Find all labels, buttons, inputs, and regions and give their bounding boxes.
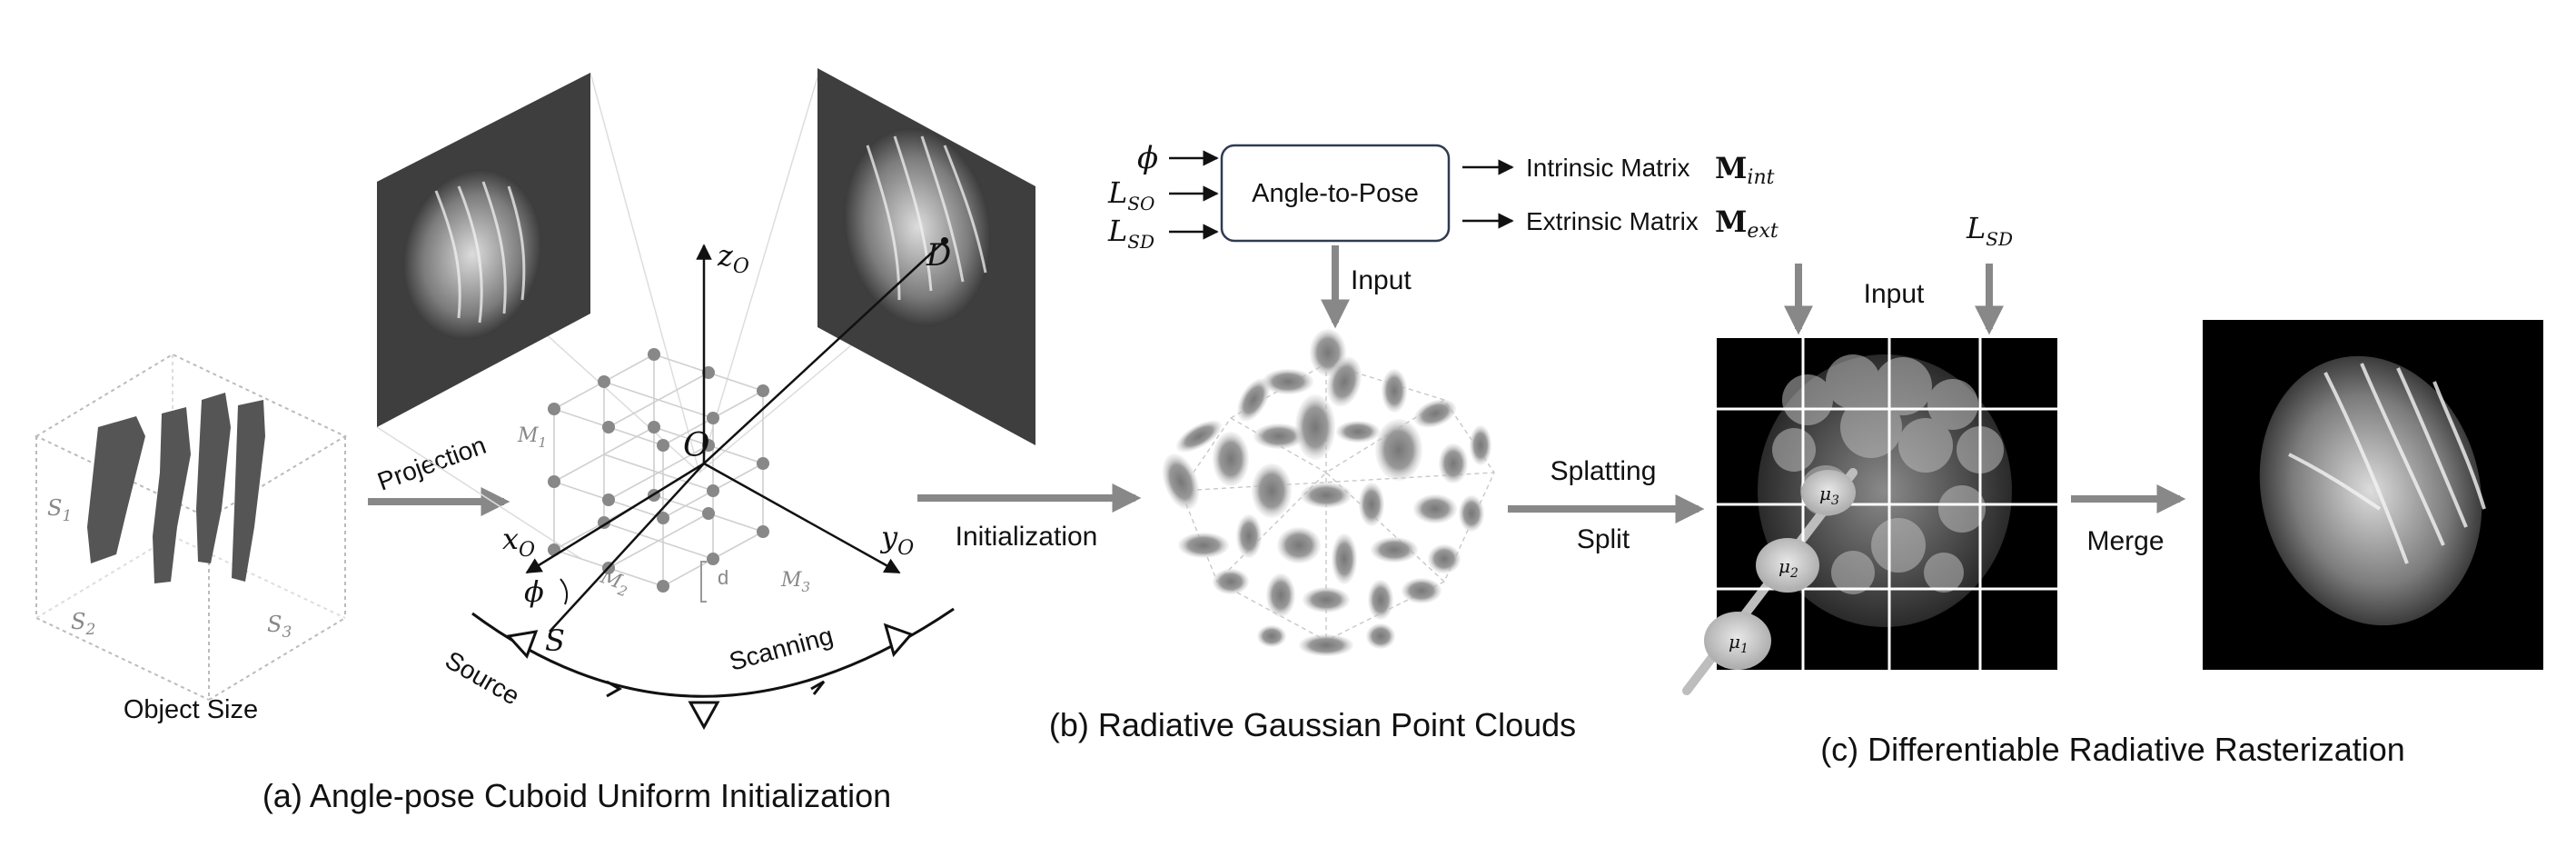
m2-label: M2: [596, 565, 633, 601]
merge-label: Merge: [2086, 526, 2164, 556]
angle-to-pose-box: [1220, 144, 1451, 243]
initialization-label: Initialization: [956, 522, 1098, 552]
d-label: d: [718, 566, 728, 589]
intrinsic-label: Intrinsic Matrix: [1526, 154, 1689, 182]
mu3-label: μ3: [1819, 483, 1839, 508]
rasterization-panel: [1682, 338, 2057, 695]
extrinsic-symbol: Mext: [1715, 204, 1778, 243]
d-bracket: [700, 561, 707, 603]
object-cube: [34, 353, 348, 701]
scanning-arc: [471, 607, 955, 698]
object-size-label: Object Size: [124, 695, 258, 724]
phi-arc: [560, 578, 569, 605]
scanning-label: Scanning: [727, 622, 837, 676]
caption-b: (b) Radiative Gaussian Point Clouds: [1049, 706, 1576, 743]
input-lso: LSO: [1107, 175, 1154, 214]
source-label: Source: [441, 645, 524, 710]
caption-c: (c) Differentiable Radiative Rasterizati…: [1820, 731, 2405, 768]
y-axis-label: yO: [879, 520, 914, 560]
input-label-b: Input: [1351, 265, 1412, 295]
projection-label: Projection: [373, 431, 490, 496]
source-marker-middle: [688, 701, 720, 731]
cuboid-grid: [552, 354, 765, 587]
gaussian-mu3: [1801, 470, 1856, 515]
mu2-label: μ2: [1778, 555, 1798, 581]
m3-label: M3: [780, 569, 810, 595]
s3-label: S3: [267, 612, 292, 642]
object-slices: [87, 393, 265, 583]
coordinate-axes: [525, 240, 946, 633]
s2-label: S2: [71, 609, 95, 639]
intrinsic-symbol: Mint: [1715, 151, 1775, 189]
grid-points: [548, 348, 769, 593]
z-axis-label: zO: [717, 238, 749, 278]
source-marker-right: [883, 623, 914, 658]
caption-a: (a) Angle-pose Cuboid Uniform Initializa…: [263, 777, 891, 814]
m1-label: M1: [517, 424, 547, 451]
input-phi: ϕ: [1137, 140, 1158, 176]
input-label-c: Input: [1864, 279, 1925, 309]
mu1-label: μ1: [1729, 631, 1749, 656]
splatting-label: Splatting: [1551, 456, 1657, 486]
gaussian-mu1: [1704, 612, 1771, 670]
left-projection-image: [377, 73, 590, 427]
source-point-label: S: [545, 623, 565, 658]
angle-to-pose-label: Angle-to-Pose: [1252, 179, 1419, 208]
input-lsd: LSD: [1107, 214, 1154, 253]
pose-inputs: ϕ LSO LSD: [1107, 140, 1219, 253]
lsd-label-c: LSD: [1966, 211, 2013, 250]
s1-label: S1: [47, 495, 72, 525]
x-axis-label: xO: [502, 522, 535, 562]
detector-point: [941, 237, 948, 244]
split-label: Split: [1577, 524, 1630, 554]
phi-label: ϕ: [524, 574, 544, 609]
detector-label: D: [926, 237, 951, 274]
origin-label: O: [683, 427, 710, 464]
arc-direction-arrows: [606, 680, 826, 698]
gaussian-point-cloud: [1162, 329, 1495, 656]
source-marker-left: [506, 630, 539, 659]
gaussian-mu2: [1756, 538, 1819, 593]
extrinsic-label: Extrinsic Matrix: [1526, 207, 1699, 235]
rendered-output-image: [2203, 320, 2543, 670]
